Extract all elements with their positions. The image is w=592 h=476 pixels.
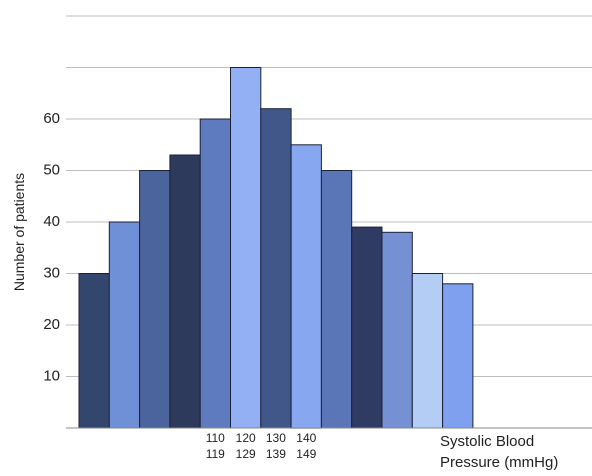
y-tick-20: 20 xyxy=(43,316,60,333)
x-tick-120-top: 120 xyxy=(236,431,256,445)
x-axis-label-line-1: Systolic Blood xyxy=(440,433,534,450)
bar-9 xyxy=(320,170,353,429)
x-axis-label-line-2: Pressure (mmHg) xyxy=(440,454,558,471)
bar-13 xyxy=(442,283,474,429)
x-tick-140-bottom: 149 xyxy=(296,447,316,461)
x-axis-label: Systolic Blood Pressure (mmHg) xyxy=(440,433,558,471)
x-tick-120-bottom: 129 xyxy=(236,447,256,461)
bar-10 xyxy=(351,226,383,429)
x-tick-labels: 110 119 120 129 130 139 140 149 xyxy=(206,431,317,461)
y-tick-40: 40 xyxy=(43,213,60,230)
bar-6 xyxy=(230,67,262,429)
bars xyxy=(78,67,474,429)
bar-8 xyxy=(290,144,322,429)
bar-4 xyxy=(169,154,201,429)
bar-11 xyxy=(381,231,413,429)
x-tick-130-top: 130 xyxy=(266,431,286,445)
y-tick-50: 50 xyxy=(43,162,60,179)
bar-2 xyxy=(108,221,141,429)
y-tick-60: 60 xyxy=(43,110,60,127)
bar-7 xyxy=(260,108,292,429)
y-tick-labels: 10 20 30 40 50 60 xyxy=(43,110,60,385)
x-tick-110-top: 110 xyxy=(206,431,225,445)
bar-1 xyxy=(78,273,110,429)
x-tick-110-bottom: 119 xyxy=(206,447,225,461)
bar-5 xyxy=(199,118,231,429)
bar-12 xyxy=(411,273,444,429)
y-tick-10: 10 xyxy=(43,368,60,385)
x-tick-140-top: 140 xyxy=(296,431,316,445)
y-tick-30: 30 xyxy=(43,265,60,282)
y-axis-label: Number of patients xyxy=(11,173,27,291)
x-tick-130-bottom: 139 xyxy=(266,447,286,461)
bar-3 xyxy=(139,170,171,429)
